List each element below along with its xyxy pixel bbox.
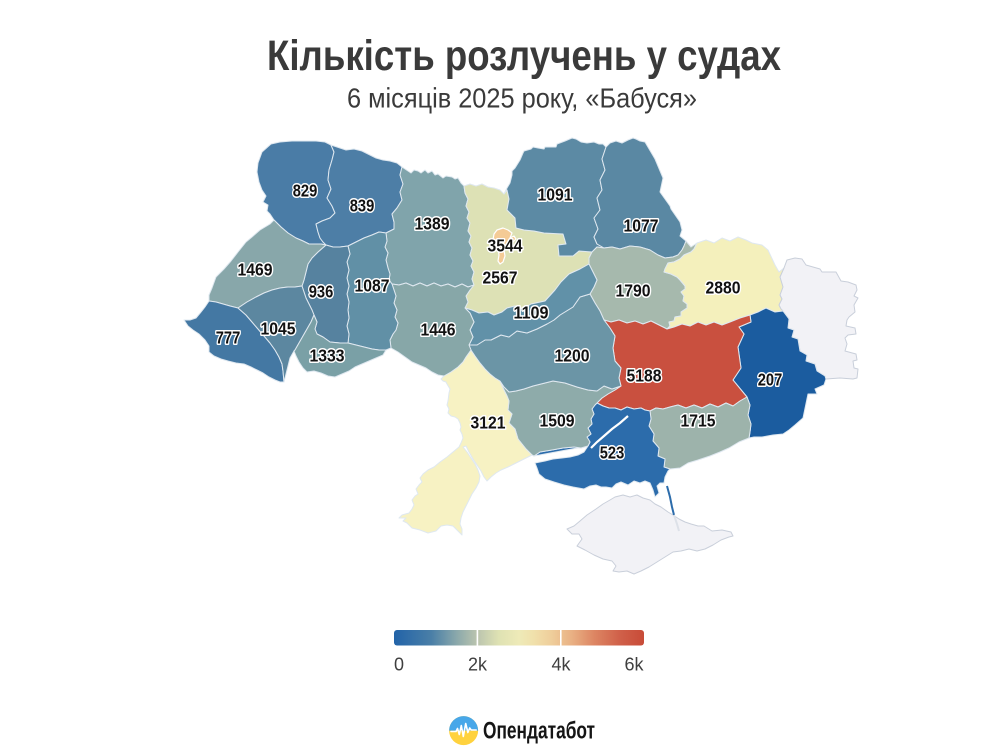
svg-text:4k: 4k [551,655,571,675]
svg-text:2k: 2k [468,655,488,675]
svg-text:1389: 1389 [415,214,450,234]
svg-text:207: 207 [758,370,783,390]
svg-text:1469: 1469 [238,260,273,280]
svg-text:523: 523 [600,443,625,463]
svg-text:5188: 5188 [627,366,662,386]
svg-text:3121: 3121 [471,413,506,433]
svg-text:1200: 1200 [555,346,590,366]
svg-text:Кількість розлучень у судах: Кількість розлучень у судах [267,32,781,80]
svg-text:829: 829 [293,181,318,201]
svg-text:1077: 1077 [624,216,659,236]
svg-text:936: 936 [309,282,334,302]
svg-text:6 місяців 2025 року, «Бабуся»: 6 місяців 2025 року, «Бабуся» [347,83,697,114]
svg-text:2880: 2880 [706,278,741,298]
svg-text:1509: 1509 [540,411,575,431]
svg-text:2567: 2567 [483,268,518,288]
svg-text:1109: 1109 [514,303,549,323]
svg-text:777: 777 [216,328,241,348]
svg-text:Опендатабот: Опендатабот [483,718,595,745]
svg-text:1446: 1446 [421,320,456,340]
svg-text:1790: 1790 [616,281,651,301]
svg-text:0: 0 [394,655,404,675]
svg-text:1091: 1091 [538,185,573,205]
svg-text:3544: 3544 [488,236,523,256]
svg-text:839: 839 [350,196,375,216]
svg-text:1045: 1045 [261,319,296,339]
svg-text:1333: 1333 [310,346,345,366]
svg-text:1087: 1087 [355,276,390,296]
svg-text:1715: 1715 [681,411,716,431]
svg-text:6k: 6k [624,655,644,675]
